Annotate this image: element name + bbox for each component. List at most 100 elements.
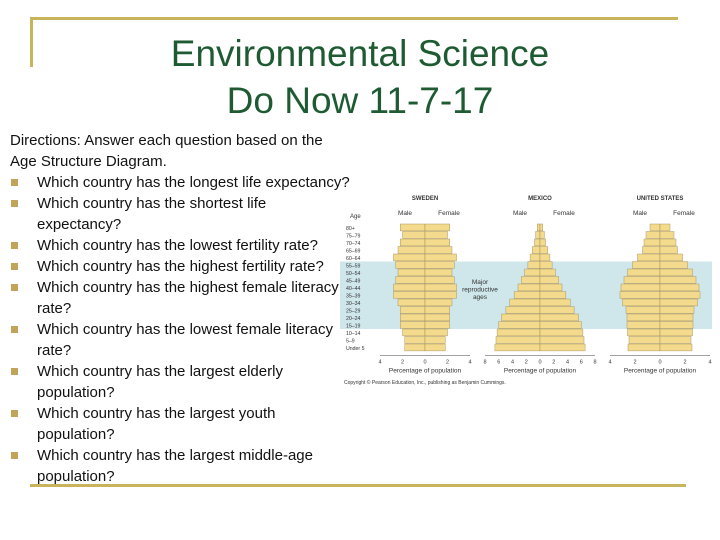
title-line-1: Environmental Science	[170, 33, 550, 74]
female-bar	[424, 313, 450, 322]
square-bullet-icon	[11, 263, 18, 270]
country-label: UNITED STATES	[637, 196, 684, 202]
female-bar	[424, 291, 457, 299]
slide-title: Environmental Science Do Now 11-7-17	[100, 30, 620, 124]
male-bar	[517, 283, 541, 292]
female-bar	[659, 306, 695, 314]
age-group-label: 45–49	[346, 279, 361, 285]
age-group-label: 50–54	[346, 271, 361, 277]
male-bar	[535, 231, 541, 239]
question-item: Which country has the largest youth popu…	[10, 403, 350, 445]
male-bar	[521, 276, 541, 284]
female-bar	[424, 261, 455, 269]
directions-text: Directions: Answer each question based o…	[10, 132, 323, 170]
male-bar	[527, 261, 541, 269]
female-bar	[539, 298, 571, 307]
male-bar	[532, 246, 541, 254]
female-bar	[424, 276, 455, 284]
age-group-label: 55–59	[346, 264, 361, 270]
male-bar	[393, 283, 426, 292]
male-bar	[524, 268, 541, 277]
question-item: Which country has the largest middle-age…	[10, 445, 350, 487]
female-bar	[659, 343, 693, 352]
female-bar	[539, 336, 585, 344]
x-tick-label: 4	[378, 360, 381, 366]
age-structure-diagram: Age 80+ 75–79 70–74 65–69 60–64 55–59 50–54 45–4…	[340, 188, 712, 388]
female-bar	[659, 238, 677, 247]
female-bar	[659, 268, 693, 277]
male-bar	[395, 261, 426, 269]
male-bar	[627, 268, 661, 277]
female-bar	[659, 321, 694, 329]
x-axis-title: Percentage of population	[504, 368, 577, 375]
female-bar	[659, 253, 683, 262]
frame-top-line	[30, 17, 678, 20]
age-group-label: 75–79	[346, 234, 361, 240]
question-list: Which country has the longest life expec…	[10, 172, 350, 487]
female-bar	[424, 306, 450, 314]
country-label: MEXICO	[528, 196, 552, 202]
male-bar	[395, 276, 426, 284]
x-tick-label: 4	[511, 360, 514, 366]
square-bullet-icon	[11, 452, 18, 459]
male-bar	[620, 283, 661, 292]
male-bar	[400, 223, 426, 232]
male-label: Male	[633, 210, 647, 217]
square-bullet-icon	[11, 242, 18, 249]
title-line-2: Do Now 11-7-17	[226, 80, 494, 121]
female-bar	[659, 313, 694, 322]
band-label-line: ages	[473, 294, 488, 301]
female-bar	[659, 291, 701, 299]
female-bar	[539, 343, 586, 352]
female-bar	[539, 306, 575, 314]
question-item: Which country has the highest female lit…	[10, 277, 350, 319]
question-item: Which country has the longest life expec…	[10, 172, 350, 193]
male-bar	[404, 336, 426, 344]
band-label-line: reproductive	[462, 287, 498, 294]
male-bar	[400, 238, 426, 247]
band-label-line: Major	[472, 279, 489, 286]
x-tick-label: 4	[708, 360, 711, 366]
female-bar	[539, 328, 584, 337]
question-text: Which country has the highest fertility …	[37, 258, 324, 275]
square-bullet-icon	[11, 284, 18, 291]
male-bar	[400, 306, 426, 314]
age-group-label: 40–44	[346, 286, 361, 292]
age-group-label: 30–34	[346, 301, 361, 307]
square-bullet-icon	[11, 410, 18, 417]
age-group-label: Under 5	[346, 346, 365, 352]
x-tick-label: 2	[446, 360, 449, 366]
female-bar	[659, 276, 697, 284]
male-bar	[397, 246, 426, 254]
male-bar	[645, 231, 661, 239]
square-bullet-icon	[11, 326, 18, 333]
square-bullet-icon	[11, 368, 18, 375]
age-group-label: 15–19	[346, 324, 361, 330]
male-bar	[494, 343, 541, 352]
female-bar	[539, 253, 551, 262]
male-bar	[628, 336, 661, 344]
female-bar	[424, 336, 446, 344]
question-item: Which country has the highest fertility …	[10, 256, 350, 277]
age-group-label: 60–64	[346, 256, 361, 262]
age-group-label: 5–9	[346, 339, 355, 345]
female-bar	[424, 253, 457, 262]
frame-bottom-line	[30, 484, 686, 487]
question-text: Which country has the largest youth popu…	[37, 405, 276, 443]
female-bar	[424, 238, 450, 247]
x-tick-label: 2	[401, 360, 404, 366]
x-tick-label: 4	[468, 360, 471, 366]
female-bar	[424, 268, 453, 277]
x-tick-label: 8	[483, 360, 486, 366]
female-bar	[539, 268, 556, 277]
x-tick-label: 2	[552, 360, 555, 366]
directions-block: Directions: Answer each question based o…	[10, 130, 350, 487]
question-item: Which country has the lowest female lite…	[10, 319, 350, 361]
female-bar	[424, 223, 450, 232]
x-tick-label: 4	[566, 360, 569, 366]
male-bar	[622, 298, 661, 307]
question-item: Which country has the lowest fertility r…	[10, 235, 350, 256]
female-label: Female	[438, 210, 460, 217]
female-bar	[539, 223, 543, 232]
female-bar	[539, 276, 559, 284]
